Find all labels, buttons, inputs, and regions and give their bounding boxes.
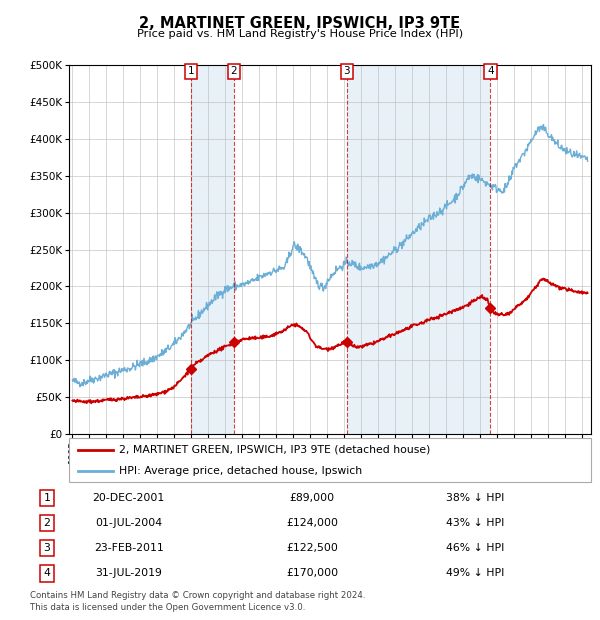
Text: 31-JUL-2019: 31-JUL-2019 (95, 569, 162, 578)
Text: Contains HM Land Registry data © Crown copyright and database right 2024.
This d: Contains HM Land Registry data © Crown c… (30, 591, 365, 613)
Text: 49% ↓ HPI: 49% ↓ HPI (446, 569, 505, 578)
Text: 2, MARTINET GREEN, IPSWICH, IP3 9TE (detached house): 2, MARTINET GREEN, IPSWICH, IP3 9TE (det… (119, 445, 430, 455)
Text: 20-DEC-2001: 20-DEC-2001 (92, 493, 165, 503)
Text: 4: 4 (43, 569, 50, 578)
Text: £170,000: £170,000 (286, 569, 338, 578)
Bar (191, 65, 234, 434)
Text: 1: 1 (188, 66, 194, 76)
Text: 3: 3 (344, 66, 350, 76)
Text: 2: 2 (43, 518, 50, 528)
Text: 46% ↓ HPI: 46% ↓ HPI (446, 543, 505, 553)
Text: 23-FEB-2011: 23-FEB-2011 (94, 543, 164, 553)
Text: 2, MARTINET GREEN, IPSWICH, IP3 9TE: 2, MARTINET GREEN, IPSWICH, IP3 9TE (139, 16, 461, 31)
Text: 3: 3 (43, 543, 50, 553)
Text: Price paid vs. HM Land Registry's House Price Index (HPI): Price paid vs. HM Land Registry's House … (137, 29, 463, 38)
Text: 2: 2 (230, 66, 237, 76)
Text: HPI: Average price, detached house, Ipswich: HPI: Average price, detached house, Ipsw… (119, 466, 362, 476)
FancyBboxPatch shape (69, 438, 591, 482)
Text: 4: 4 (487, 66, 494, 76)
Text: £89,000: £89,000 (289, 493, 335, 503)
Text: 1: 1 (43, 493, 50, 503)
Text: 38% ↓ HPI: 38% ↓ HPI (446, 493, 505, 503)
Text: 43% ↓ HPI: 43% ↓ HPI (446, 518, 505, 528)
Text: £122,500: £122,500 (286, 543, 338, 553)
Text: 01-JUL-2004: 01-JUL-2004 (95, 518, 162, 528)
Text: £124,000: £124,000 (286, 518, 338, 528)
Bar (347, 65, 490, 434)
